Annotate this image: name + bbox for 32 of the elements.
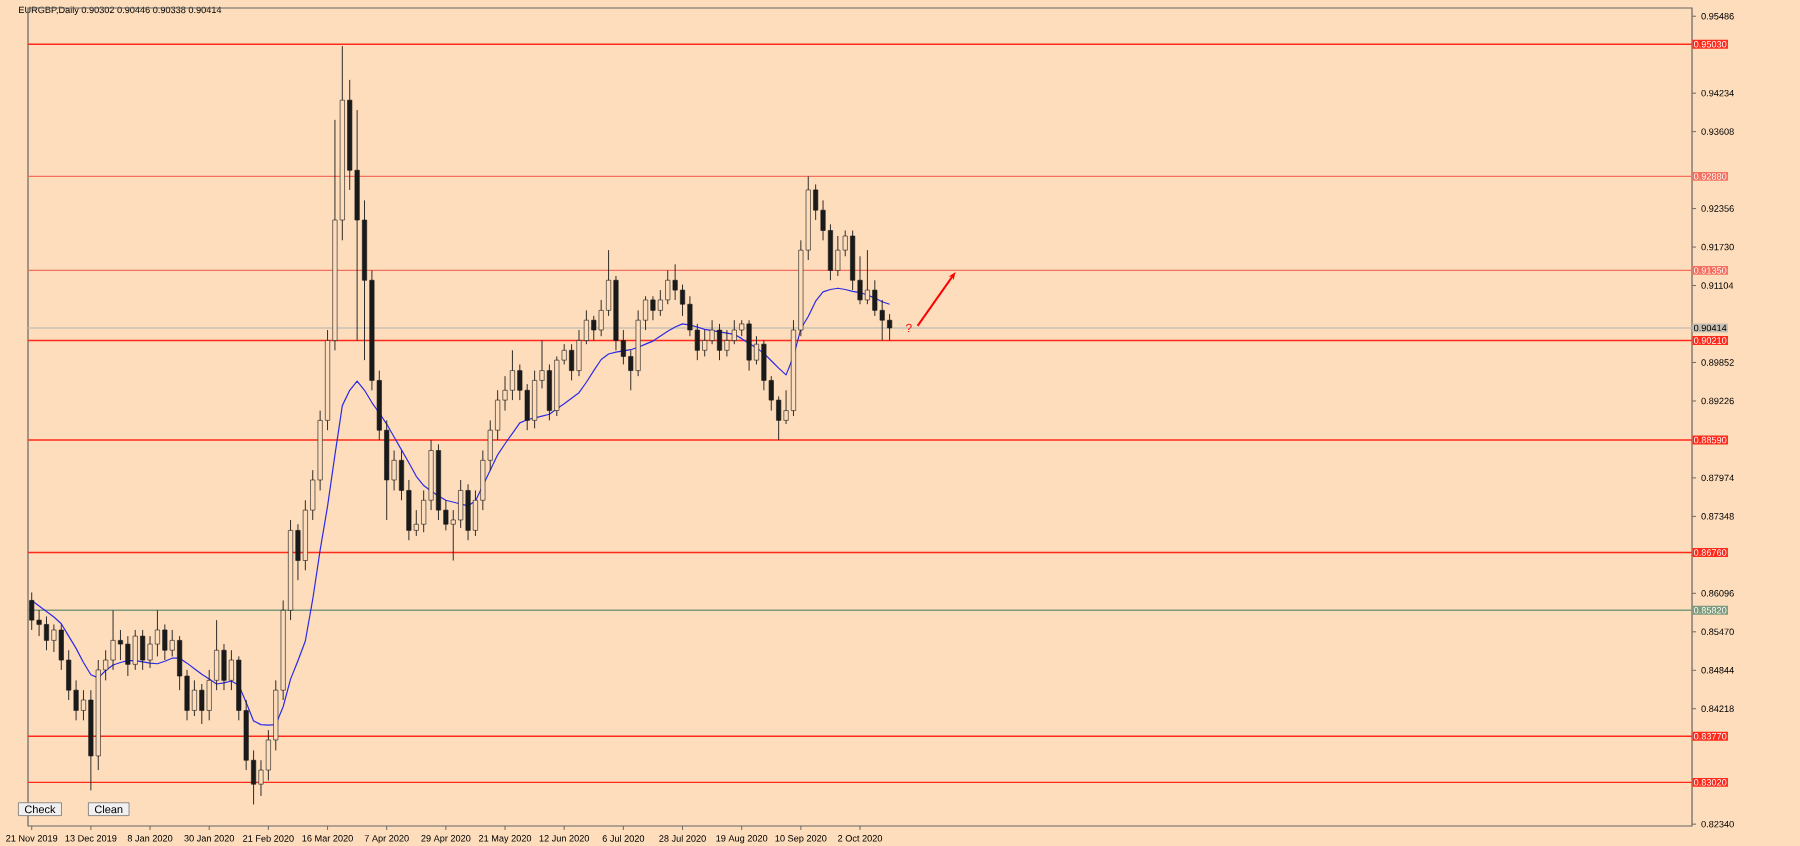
candlestick xyxy=(665,269,671,305)
candlestick xyxy=(125,635,131,677)
candlestick xyxy=(154,609,160,657)
candlestick xyxy=(724,329,730,357)
candlestick xyxy=(162,623,168,661)
candlestick xyxy=(716,323,723,361)
candlestick xyxy=(591,315,597,341)
candlestick xyxy=(132,629,138,671)
candlestick xyxy=(532,370,538,429)
candlestick xyxy=(546,364,552,421)
candlestick xyxy=(51,623,57,653)
candlestick xyxy=(191,679,197,717)
candlestick xyxy=(221,643,227,691)
candlestick xyxy=(147,635,153,669)
candlestick xyxy=(672,263,678,301)
candlestick xyxy=(650,295,656,321)
candlestick xyxy=(43,615,50,651)
candlestick xyxy=(29,592,35,631)
candlestick xyxy=(117,629,123,661)
candlestick xyxy=(140,629,146,671)
candlestick xyxy=(887,313,893,341)
candlestick xyxy=(509,349,515,401)
candlestick xyxy=(110,609,116,671)
candlestick xyxy=(872,279,878,317)
candlestick xyxy=(465,483,471,541)
candlestick xyxy=(199,683,205,725)
candlestick xyxy=(569,343,575,381)
candlestick xyxy=(835,235,841,277)
candlestick xyxy=(709,319,715,345)
candlestick xyxy=(746,319,752,372)
candlestick xyxy=(458,479,464,529)
candlestick xyxy=(864,249,870,305)
